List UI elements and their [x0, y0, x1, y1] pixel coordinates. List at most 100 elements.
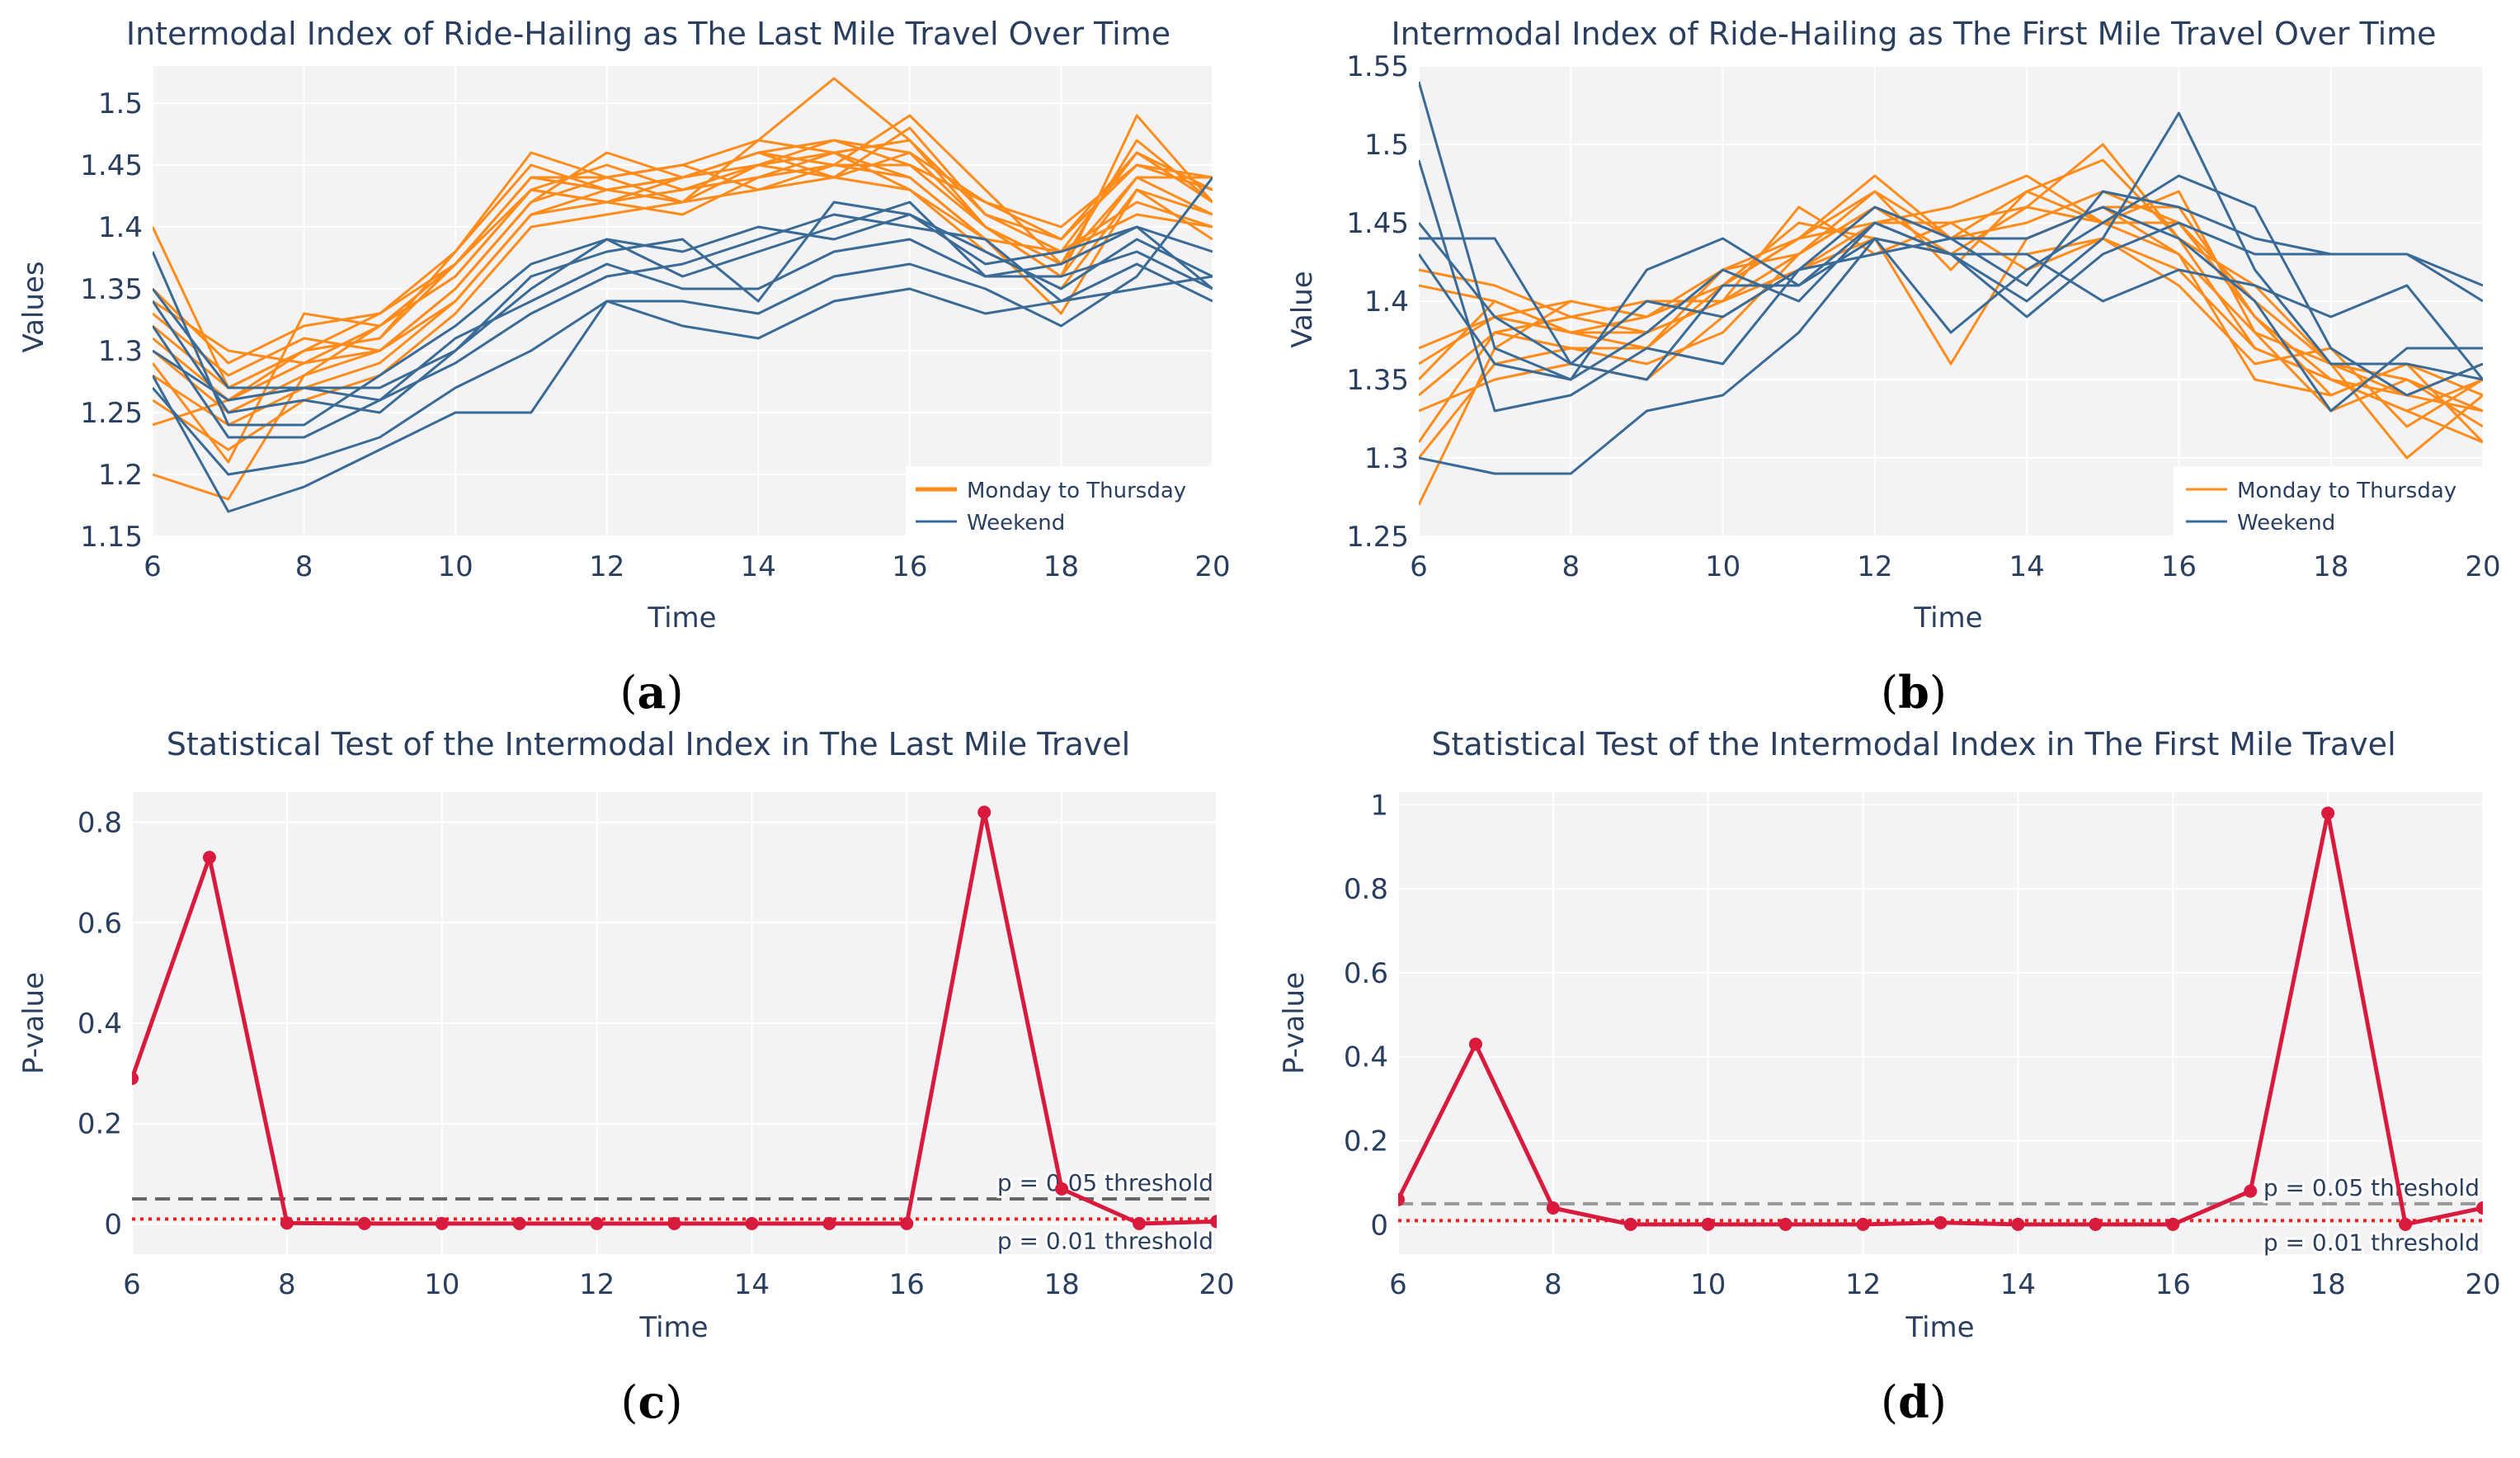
chart-panel-d: Statistical Test of the Intermodal Index…: [1278, 726, 2501, 1344]
threshold-label: p = 0.01 threshold: [997, 1227, 1213, 1254]
x-tick-label: 16: [892, 550, 927, 583]
chart-title: Intermodal Index of Ride-Hailing as The …: [1391, 16, 2436, 52]
chart-title: Statistical Test of the Intermodal Index…: [1431, 726, 2395, 762]
x-tick-label: 14: [2000, 1268, 2036, 1301]
p-value-point: [1468, 1037, 1482, 1051]
y-tick-label: 1.5: [98, 87, 143, 120]
x-tick-label: 18: [1044, 1268, 1080, 1301]
data-series: [1398, 806, 2483, 1231]
x-tick-label: 8: [278, 1268, 296, 1301]
panel-caption-b: (b): [1881, 666, 1947, 719]
plot-area: [1398, 792, 2483, 1254]
y-tick-label: 0.8: [78, 807, 122, 840]
x-tick-label: 10: [1690, 1268, 1726, 1301]
weekday-series-line: [1419, 174, 2483, 428]
p-value-point: [900, 1216, 914, 1230]
x-tick-label: 20: [1194, 550, 1230, 583]
y-tick-label: 0: [1370, 1209, 1388, 1242]
p-value-point: [1210, 1215, 1217, 1229]
x-tick-label: 20: [1199, 1268, 1234, 1301]
y-tick-label: 0.4: [1344, 1041, 1388, 1074]
y-tick-label: 1.5: [1364, 129, 1409, 162]
x-tick-labels: 6 8 10 12 14 16 18 20: [123, 1268, 1234, 1301]
panel-caption-letter: b: [1898, 666, 1929, 719]
legend-label-weekday: Monday to Thursday: [967, 479, 1186, 503]
weekday-series-line: [1419, 143, 2483, 460]
x-tick-label: 12: [589, 550, 624, 583]
p-value-point: [590, 1216, 604, 1230]
x-tick-label: 14: [734, 1268, 770, 1301]
x-tick-label: 8: [295, 550, 313, 583]
weekend-series-line: [1419, 221, 2483, 381]
p-value-point: [2399, 1217, 2413, 1231]
y-tick-labels: 1.15 1.2 1.25 1.3 1.35 1.4 1.45 1.5: [80, 87, 143, 554]
weekday-series-line: [153, 163, 1213, 427]
x-tick-label: 6: [144, 550, 162, 583]
x-tick-label: 16: [2155, 1268, 2191, 1301]
y-tick-label: 1.4: [98, 211, 143, 244]
p-value-point: [1778, 1217, 1792, 1231]
p-value-point: [2166, 1217, 2180, 1231]
p-value-point: [1623, 1217, 1637, 1231]
x-axis-label: Time: [647, 602, 716, 635]
x-axis-label: Time: [1913, 602, 1982, 635]
y-tick-label: 1.15: [80, 521, 143, 554]
y-tick-labels: 0 0.2 0.4 0.6 0.8 1: [1344, 789, 1388, 1242]
y-tick-label: 0.2: [1344, 1125, 1388, 1158]
panel-caption-letter: d: [1898, 1375, 1929, 1428]
y-tick-label: 1: [1370, 789, 1388, 822]
x-tick-label: 6: [123, 1268, 141, 1301]
x-tick-label: 10: [1705, 550, 1740, 583]
x-tick-label: 6: [1410, 550, 1428, 583]
y-tick-label: 1.35: [1346, 364, 1409, 397]
chart-panel-c: Statistical Test of the Intermodal Index…: [17, 726, 1235, 1344]
y-tick-label: 0.6: [1344, 957, 1388, 990]
p-value-point: [1701, 1217, 1715, 1231]
p-value-point: [2244, 1184, 2258, 1198]
x-tick-label: 18: [1043, 550, 1079, 583]
legend-box: [906, 466, 1213, 536]
x-tick-label: 8: [1544, 1268, 1562, 1301]
legend-label-weekend: Weekend: [2237, 511, 2335, 536]
chart-panel-b: Intermodal Index of Ride-Hailing as The …: [1286, 16, 2501, 635]
y-axis-label: Values: [17, 261, 50, 352]
p-value-point: [1856, 1217, 1870, 1231]
y-tick-label: 1.45: [80, 149, 143, 182]
p-value-point: [2089, 1217, 2103, 1231]
weekday-series-line: [1419, 190, 2483, 413]
weekend-series-line: [153, 213, 1213, 439]
threshold-label: p = 0.05 threshold: [997, 1169, 1213, 1196]
y-tick-labels: 0 0.2 0.4 0.6 0.8: [78, 807, 122, 1242]
legend-box: [2174, 466, 2483, 536]
y-tick-label: 0.2: [78, 1108, 122, 1141]
x-tick-label: 8: [1561, 550, 1580, 583]
x-tick-label: 18: [2313, 550, 2348, 583]
panel-caption-letter: a: [638, 666, 667, 719]
legend-label-weekday: Monday to Thursday: [2237, 479, 2456, 503]
y-tick-label: 1.3: [98, 335, 143, 368]
grid-lines: [1397, 792, 2484, 1254]
x-tick-label: 20: [2465, 1268, 2500, 1301]
y-tick-label: 0: [104, 1208, 122, 1241]
p-value-point: [822, 1216, 836, 1230]
y-tick-label: 1.35: [80, 273, 143, 306]
threshold-label: p = 0.05 threshold: [2263, 1174, 2480, 1201]
legend: Monday to Thursday Weekend: [906, 466, 1213, 536]
x-tick-label: 18: [2310, 1268, 2346, 1301]
y-tick-label: 0.6: [78, 907, 122, 940]
y-tick-labels: 1.25 1.3 1.35 1.4 1.45 1.5 1.55: [1346, 50, 1409, 554]
panel-caption-a: (a): [619, 666, 683, 719]
data-series: [132, 805, 1217, 1230]
p-value-point: [280, 1216, 294, 1230]
data-series: [1419, 81, 2483, 506]
p-value-point: [1546, 1201, 1560, 1215]
chart-title: Statistical Test of the Intermodal Index…: [167, 726, 1130, 762]
threshold-label: p = 0.01 threshold: [2263, 1229, 2480, 1256]
p-value-point: [1398, 1192, 1405, 1206]
x-axis-label: Time: [1905, 1311, 1974, 1344]
weekend-series-line: [153, 225, 1213, 402]
y-tick-label: 1.25: [80, 397, 143, 430]
x-tick-label: 14: [741, 550, 776, 583]
y-tick-label: 1.4: [1364, 285, 1409, 318]
p-value-point: [202, 851, 216, 865]
